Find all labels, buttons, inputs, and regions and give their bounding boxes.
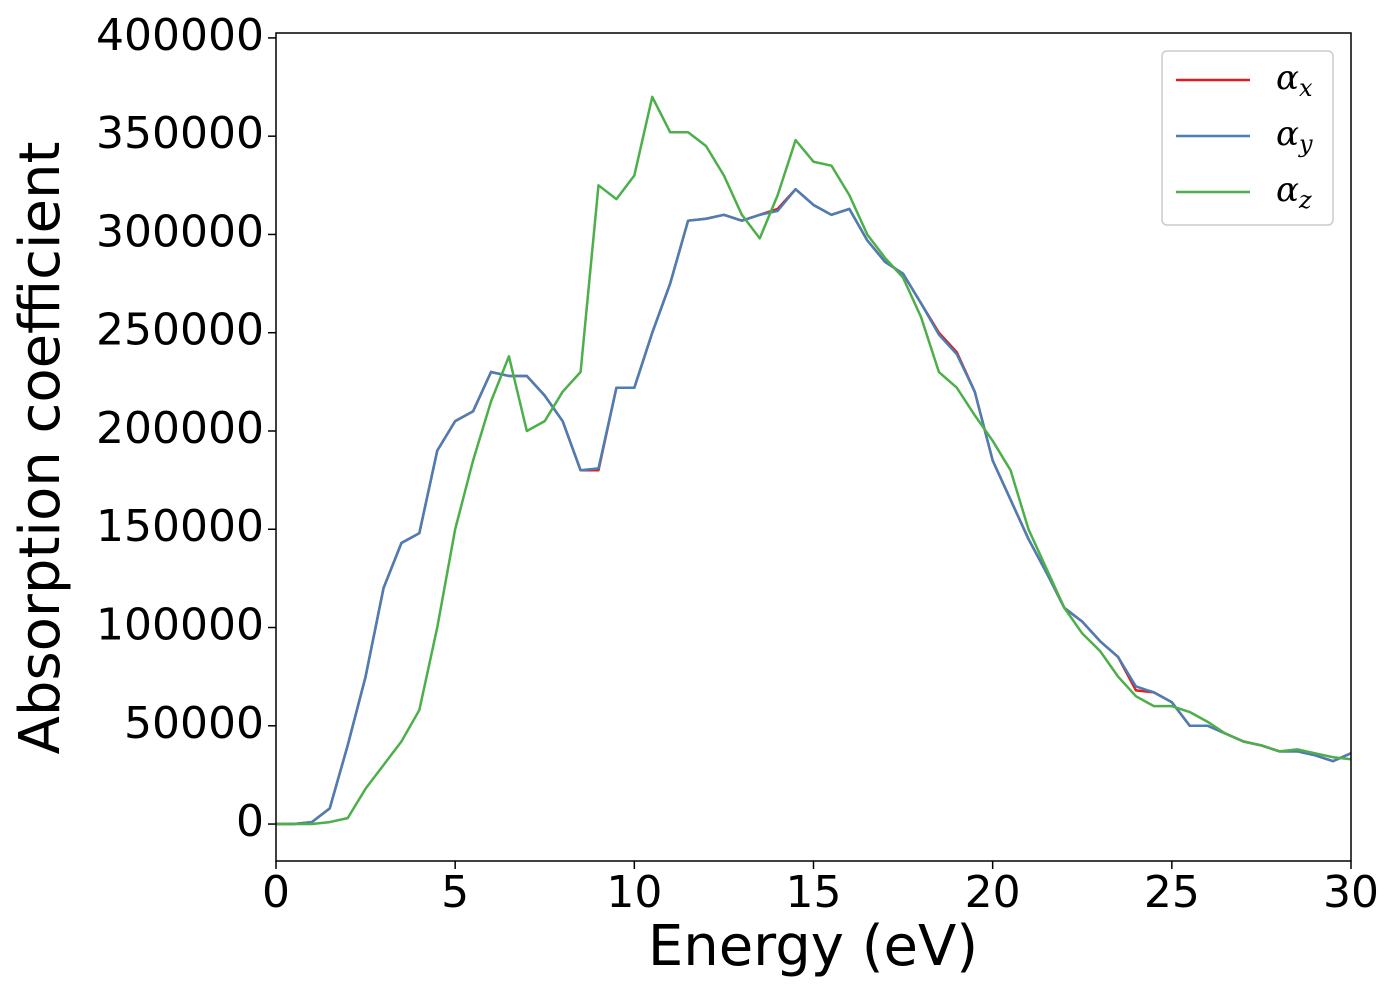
y-tick-label: 0 <box>236 796 264 847</box>
x-tick-label: 25 <box>1144 867 1200 918</box>
y-tick-label: 400000 <box>96 10 264 61</box>
x-tick-label: 30 <box>1323 867 1379 918</box>
plot-frame <box>275 32 1352 862</box>
x-axis-label: Energy (eV) <box>648 914 978 979</box>
y-tick-label: 50000 <box>124 698 264 749</box>
x-tick-label: 20 <box>965 867 1021 918</box>
legend-label: αy <box>1276 114 1313 158</box>
x-tick-label: 5 <box>441 867 469 918</box>
x-tick-label: 0 <box>262 867 290 918</box>
x-tick-label: 10 <box>606 867 662 918</box>
y-tick-label: 350000 <box>96 108 264 159</box>
x-tick-label: 15 <box>786 867 842 918</box>
series-line <box>276 95 1351 826</box>
y-axis-label: Absorption coefficient <box>8 142 73 755</box>
y-tick-label: 100000 <box>96 600 264 651</box>
y-tick-label: 300000 <box>96 206 264 257</box>
legend-label: αz <box>1276 170 1312 214</box>
legend-label: αx <box>1276 58 1313 102</box>
y-tick-label: 200000 <box>96 403 264 454</box>
legend-box <box>1161 50 1334 226</box>
series-line <box>276 187 1351 826</box>
series-line <box>276 187 1351 826</box>
y-tick-label: 250000 <box>96 305 264 356</box>
y-tick-label: 150000 <box>96 501 264 552</box>
